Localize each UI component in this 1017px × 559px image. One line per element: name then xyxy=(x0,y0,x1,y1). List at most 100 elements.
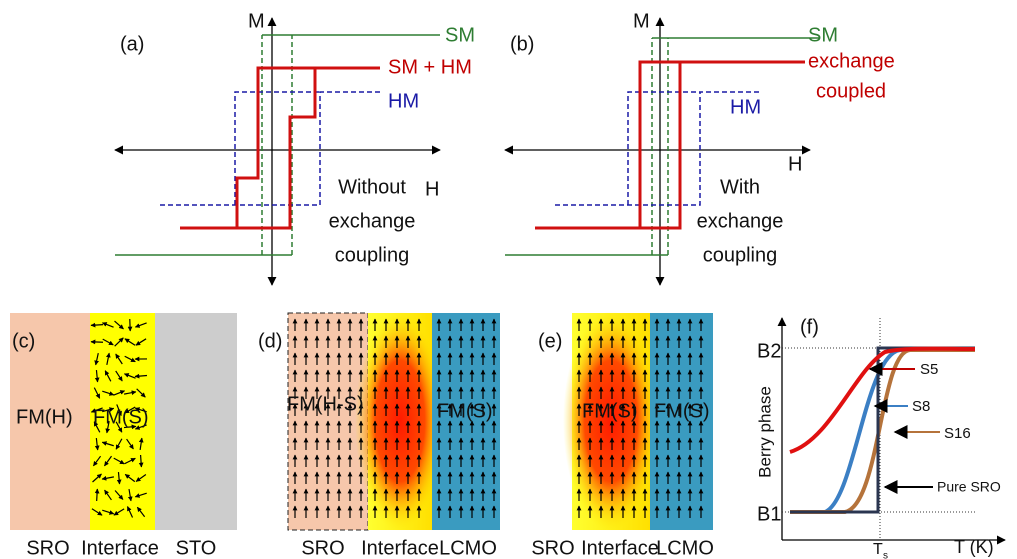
spin-arrow xyxy=(138,454,144,468)
spin-arrow xyxy=(94,488,100,502)
spin-arrow xyxy=(115,438,123,450)
spin-arrow xyxy=(104,370,112,382)
spin-arrow xyxy=(116,404,122,417)
spin-arrow xyxy=(105,420,111,434)
spin-arrow xyxy=(94,437,100,451)
spin-arrow xyxy=(102,390,115,396)
region-label: FM(S) xyxy=(654,400,710,422)
spin-arrow xyxy=(92,473,102,483)
layer-label: SRO xyxy=(26,537,69,559)
caption: Without xyxy=(338,176,406,198)
spin-arrow xyxy=(124,338,136,346)
spin-arrow xyxy=(94,369,100,383)
curve-label: coupled xyxy=(816,80,886,102)
spin-arrow xyxy=(134,373,148,379)
spin-arrow xyxy=(90,322,104,328)
spin-arrow xyxy=(124,355,136,363)
axis-mark-sub: s xyxy=(883,551,888,559)
curve-label: S5 xyxy=(920,361,938,378)
spin-arrow xyxy=(101,475,115,481)
spin-arrow xyxy=(134,492,147,498)
spin-arrow xyxy=(101,322,114,328)
caption: coupling xyxy=(335,244,410,266)
spin-arrow xyxy=(93,387,101,399)
axis-label: H xyxy=(425,178,439,200)
spin-arrow xyxy=(126,506,134,518)
caption: With xyxy=(720,176,760,198)
layer-label: Interface xyxy=(581,537,659,559)
spin-arrow xyxy=(94,353,99,366)
caption: exchange xyxy=(697,210,784,232)
spin-arrows xyxy=(90,318,704,518)
spin-arrow xyxy=(102,338,114,346)
axis-label: Berry phase xyxy=(755,386,774,478)
panel-label: (a) xyxy=(120,33,144,55)
spin-arrow xyxy=(136,506,146,518)
spin-arrow xyxy=(115,370,123,382)
spin-arrow xyxy=(127,488,133,502)
curve-label: exchange xyxy=(808,50,895,72)
curve-label: HM xyxy=(388,90,419,112)
spin-arrow xyxy=(104,489,112,501)
spin-arrow xyxy=(123,424,137,430)
spin-arrow xyxy=(134,407,147,413)
spin-arrow xyxy=(134,322,147,328)
spin-arrow xyxy=(114,320,124,330)
spin-arrow xyxy=(136,388,146,398)
layer-label: SRO xyxy=(531,537,574,559)
panel-label: (d) xyxy=(258,330,282,352)
spin-arrow xyxy=(114,490,124,500)
caption: exchange xyxy=(329,210,416,232)
spin-arrow xyxy=(135,474,147,482)
curve-label: Pure SRO xyxy=(937,479,1001,495)
panel-label: (b) xyxy=(510,33,534,55)
layer-label: Interface xyxy=(81,537,159,559)
spin-arrow xyxy=(123,390,137,396)
curve-label: SM + HM xyxy=(388,56,472,78)
axis-label: T (K) xyxy=(954,537,994,557)
spin-arrow xyxy=(116,471,122,485)
spin-arrow xyxy=(113,508,125,516)
spin-arrow xyxy=(115,421,123,433)
spin-arrow xyxy=(134,424,147,430)
spin-arrow xyxy=(115,353,123,365)
layer-label: LCMO xyxy=(656,537,714,559)
layer-label: Interface xyxy=(361,537,439,559)
curve-label: SM xyxy=(445,24,475,46)
spin-arrow xyxy=(114,337,124,347)
region-label: FM(S) xyxy=(93,406,149,428)
curve-label: S16 xyxy=(944,425,971,442)
level-label: B1 xyxy=(757,503,781,525)
panel-label: (f) xyxy=(800,316,819,338)
spin-arrow xyxy=(113,457,125,465)
axis-label: H xyxy=(788,153,802,175)
spin-arrow xyxy=(101,441,114,447)
layer-label: STO xyxy=(176,537,217,559)
region-label: FM(S) xyxy=(582,400,638,422)
region-label: FM(H) xyxy=(16,406,73,428)
spin-arrow xyxy=(90,407,103,413)
spin-arrow xyxy=(126,438,134,450)
spin-arrow xyxy=(102,407,115,413)
panel-label: (c) xyxy=(12,330,35,352)
curve-label: HM xyxy=(730,96,761,118)
axis-label: M xyxy=(248,10,265,32)
axis-label: M xyxy=(633,10,650,32)
panel-label: (e) xyxy=(538,330,562,352)
spin-arrow xyxy=(123,373,136,379)
spin-arrow xyxy=(103,455,113,467)
spin-arrow xyxy=(102,509,115,515)
layer-label: SRO xyxy=(301,537,344,559)
spin-arrow xyxy=(105,352,111,366)
level-label: B2 xyxy=(757,340,781,362)
spin-arrow xyxy=(124,473,136,483)
spin-arrow xyxy=(91,508,103,516)
caption: coupling xyxy=(703,244,778,266)
region-label: FM(S) xyxy=(437,400,493,422)
axis-mark: T xyxy=(873,541,883,558)
spin-arrow xyxy=(138,437,144,451)
spin-arrow xyxy=(135,338,147,346)
spin-arrow xyxy=(93,421,101,433)
layer-label: LCMO xyxy=(439,537,497,559)
